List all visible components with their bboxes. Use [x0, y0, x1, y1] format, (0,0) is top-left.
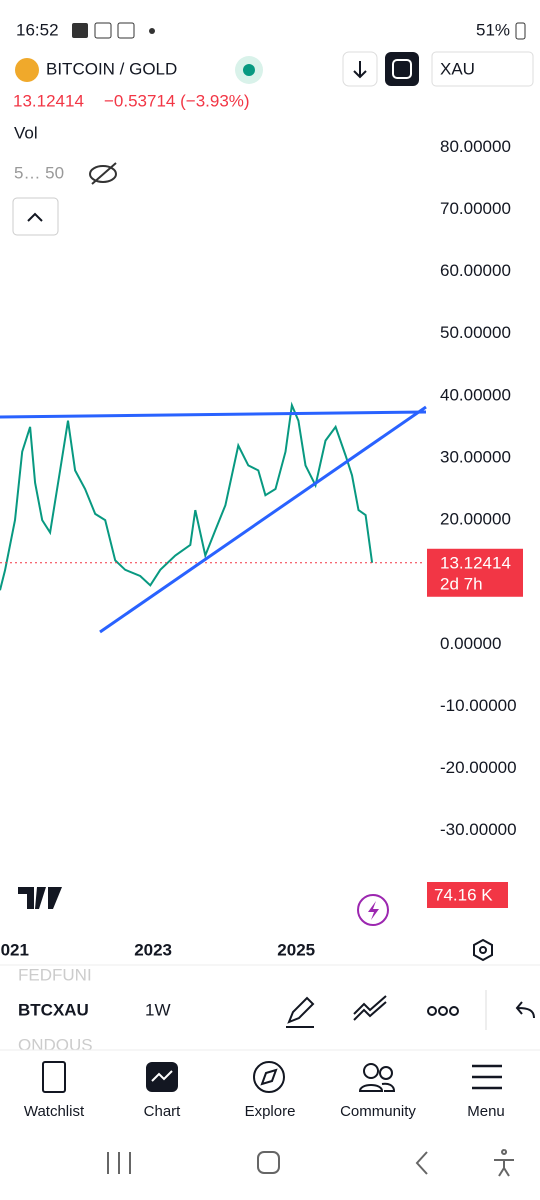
status-icon — [117, 22, 135, 39]
currency-select[interactable] — [431, 51, 534, 87]
hide-icon[interactable] — [89, 165, 117, 183]
y-tick-label: 30.00000 — [440, 447, 511, 466]
trend-line — [99, 405, 427, 634]
market-status-dot — [243, 64, 255, 76]
y-tick-label: 70.00000 — [440, 199, 511, 218]
toolbar-symbol[interactable]: BTCXAU — [18, 1000, 89, 1019]
chart-icon-line — [151, 1070, 173, 1082]
y-tick-label: -30.00000 — [440, 820, 517, 839]
download-icon — [353, 61, 367, 79]
indicator-tool[interactable] — [353, 995, 387, 1021]
symbol-title[interactable]: BITCOIN / GOLD — [46, 59, 177, 78]
fullscreen-icon — [392, 59, 412, 79]
community-icon — [358, 1082, 396, 1092]
community-icon — [379, 1066, 393, 1080]
y-tick-label: 50.00000 — [440, 323, 511, 342]
more-button[interactable] — [427, 1006, 459, 1016]
y-tick-label: 20.00000 — [440, 510, 511, 529]
x-tick-label: 2023 — [134, 940, 172, 959]
last-price-tag — [427, 548, 523, 597]
volume-tag — [427, 882, 508, 908]
y-tick-label: 40.00000 — [440, 385, 511, 404]
price-line — [0, 401, 374, 591]
indicator-name: Vol — [14, 123, 38, 142]
fullscreen-button[interactable] — [385, 52, 419, 86]
currency: XAU — [440, 59, 475, 78]
home-button[interactable] — [257, 1151, 280, 1174]
menu-icon — [472, 1064, 502, 1090]
back-button[interactable] — [415, 1151, 428, 1175]
status-time: 16:52 — [16, 20, 59, 39]
y-tick-label: 60.00000 — [440, 261, 511, 280]
x-tick-label: 2021 — [0, 940, 29, 959]
accessibility-button[interactable] — [494, 1149, 514, 1177]
status-battery: 51% — [476, 20, 510, 39]
nav-item[interactable]: Chart — [144, 1103, 182, 1120]
status-icon — [94, 22, 112, 39]
settings-icon — [479, 946, 487, 954]
y-tick-label: 80.00000 — [440, 137, 511, 156]
status-icon — [72, 23, 88, 38]
countdown-label: 2d 7h — [440, 574, 483, 593]
nav-item[interactable]: Community — [340, 1103, 416, 1120]
nav-item[interactable]: Explore — [245, 1103, 296, 1120]
last-price-label: 13.12414 — [440, 553, 511, 572]
nav-item[interactable]: Watchlist — [24, 1103, 85, 1120]
volume-label: 74.16 K — [434, 885, 493, 904]
prev-symbol[interactable]: FEDFUNI — [18, 965, 92, 984]
undo-button[interactable] — [515, 1001, 535, 1019]
indicator-params: 5… 50 — [14, 163, 64, 182]
collapse-icon — [27, 212, 43, 222]
battery-icon — [515, 22, 526, 40]
hide-icon-slash — [91, 162, 117, 185]
y-tick-label: 0.00000 — [440, 634, 501, 653]
chart: 80.00000 70.00000 60.00000 50.00000 40.00000… — [0, 137, 523, 959]
header-price: 13.12414 — [13, 91, 84, 110]
x-tick-label: 2025 — [277, 940, 315, 959]
recent-apps[interactable] — [107, 1152, 131, 1174]
symbol-logo — [15, 58, 39, 82]
settings-button[interactable] — [473, 938, 493, 962]
status-dot — [149, 28, 155, 34]
trend-line — [0, 410, 427, 419]
explore-needle — [260, 1068, 278, 1086]
lightning-button[interactable] — [357, 894, 389, 926]
community-icon — [363, 1063, 379, 1079]
draw-tool[interactable] — [286, 996, 315, 1028]
y-tick-label: -20.00000 — [440, 758, 517, 777]
next-symbol[interactable]: ONDOUS — [18, 1035, 93, 1054]
y-tick-label: -10.00000 — [440, 696, 517, 715]
explore-icon — [253, 1061, 285, 1093]
toolbar-interval[interactable]: 1W — [145, 1000, 171, 1019]
lightning-icon — [368, 901, 379, 920]
collapse-button[interactable] — [12, 197, 59, 236]
header-change: −0.53714 (−3.93%) — [104, 91, 250, 110]
nav-item[interactable]: Menu — [467, 1103, 505, 1120]
watchlist-icon — [42, 1061, 66, 1093]
tradingview-logo — [18, 887, 62, 909]
